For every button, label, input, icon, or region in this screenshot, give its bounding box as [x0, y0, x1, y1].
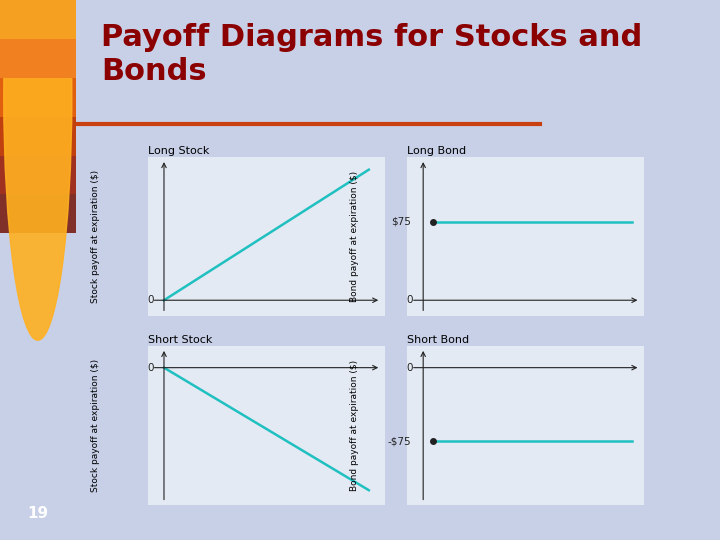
Text: Long Stock: Long Stock: [148, 146, 209, 156]
Text: Stock price at
expiration (S): Stock price at expiration (S): [561, 351, 624, 370]
Bar: [0, 0, 76, 39]
Text: 0: 0: [148, 295, 154, 305]
Bar: [0, 13, 76, 78]
Text: Long Bond: Long Bond: [407, 146, 466, 156]
Text: Stock payoff at expiration ($): Stock payoff at expiration ($): [91, 170, 100, 303]
Text: Bond payoff at expiration ($): Bond payoff at expiration ($): [350, 171, 359, 302]
Text: Short Bond: Short Bond: [407, 335, 469, 345]
Text: Bond payoff at expiration ($): Bond payoff at expiration ($): [350, 360, 359, 491]
Circle shape: [4, 0, 72, 340]
Text: 0: 0: [148, 363, 154, 373]
Text: 19: 19: [27, 506, 48, 521]
Bar: [0, 130, 76, 194]
Text: Payoff Diagrams for Stocks and
Bonds: Payoff Diagrams for Stocks and Bonds: [102, 23, 643, 86]
Text: $75: $75: [391, 217, 411, 227]
Bar: [0, 52, 76, 117]
Text: Stock payoff at expiration ($): Stock payoff at expiration ($): [91, 359, 100, 492]
Bar: [0, 91, 76, 156]
Text: 0: 0: [407, 363, 413, 373]
Text: 0: 0: [407, 295, 413, 305]
Text: Short Stock: Short Stock: [148, 335, 212, 345]
Text: -$75: -$75: [387, 436, 411, 446]
Bar: [0, 168, 76, 233]
Text: Stock price at
expiration ($): Stock price at expiration ($): [302, 351, 364, 370]
